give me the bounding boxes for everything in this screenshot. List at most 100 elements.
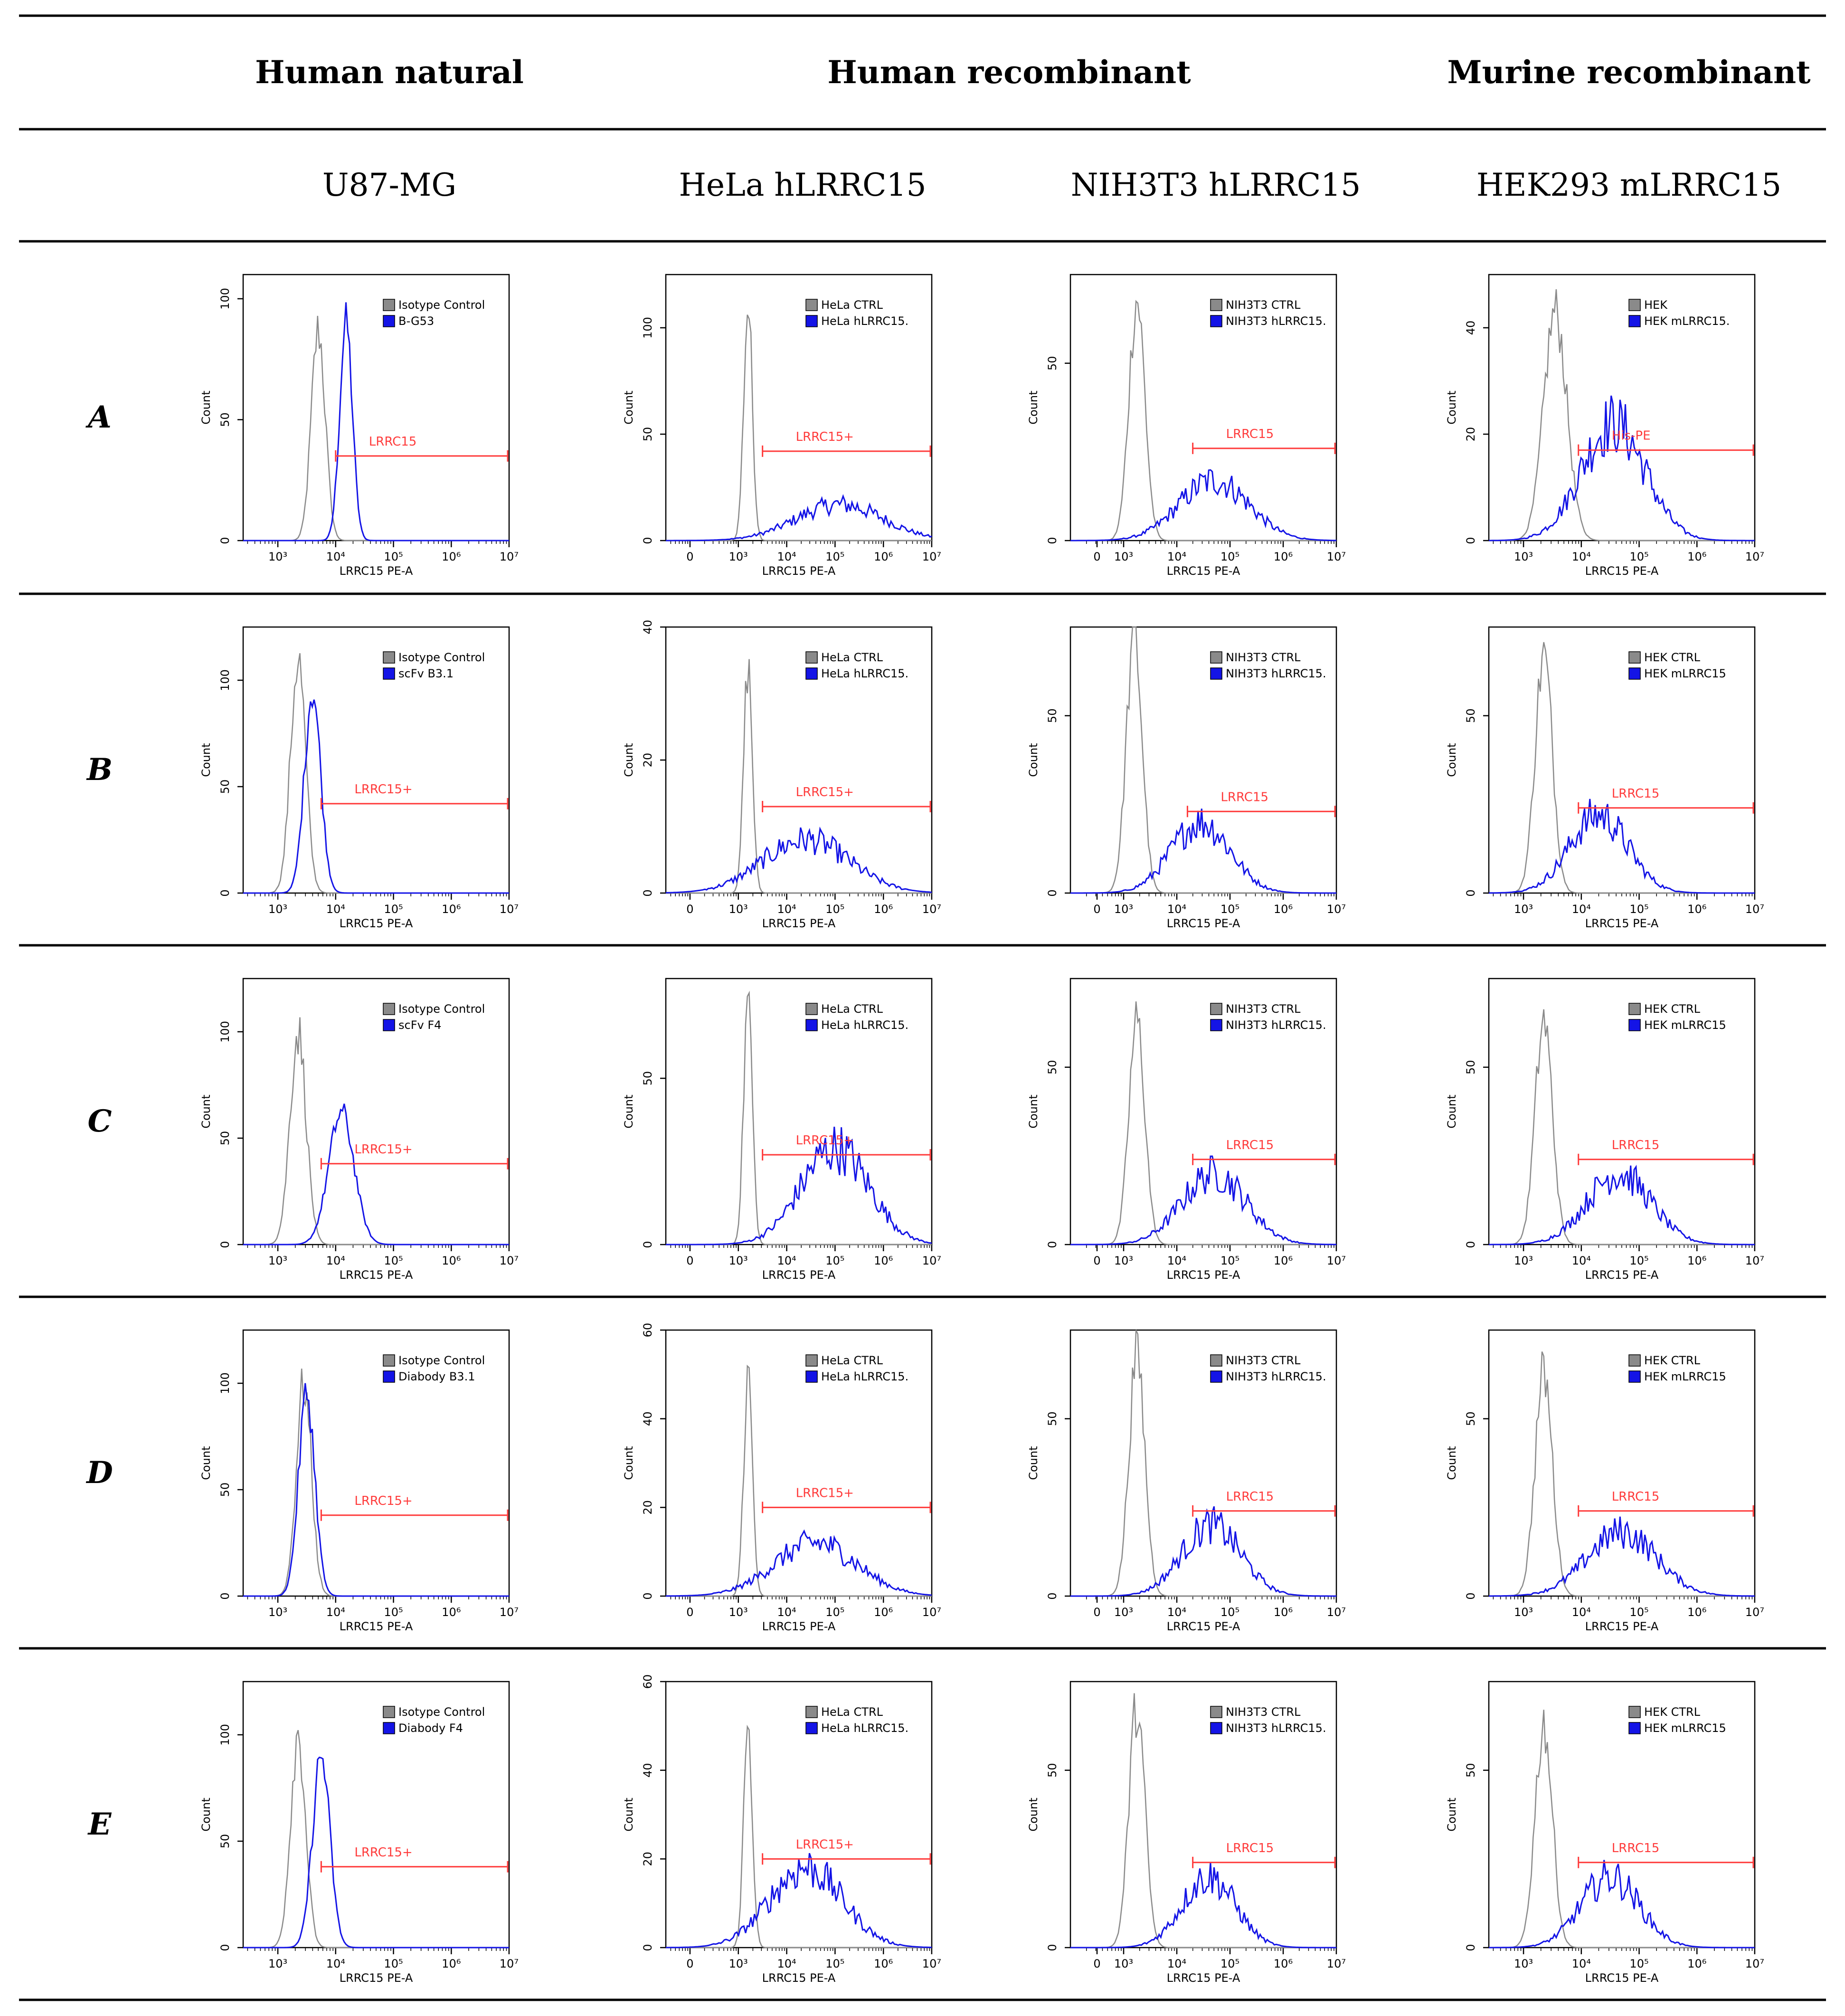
y-tick-label: 50 [218,412,232,427]
y-axis-label: Count [622,390,635,424]
legend-entry: NIH3T3 CTRL [1226,1002,1301,1016]
legend-entry: HEK mLRRC15 [1644,1370,1726,1383]
legend-entry: Isotype Control [398,1002,485,1016]
x-tick-label: 10⁷ [922,1957,941,1970]
y-axis-label: Count [1027,1797,1040,1831]
x-tick-label: 10⁵ [1629,1957,1648,1970]
legend-entry: HEK CTRL [1644,1354,1701,1367]
x-tick-label: 10⁷ [1327,1957,1346,1970]
y-tick-label: 100 [641,317,654,339]
control-histogram [1489,1710,1755,1949]
legend-entry: NIH3T3 hLRRC15. [1226,667,1326,680]
sample-histogram [243,1383,509,1597]
x-axis-label: LRRC15 PE-A [340,1620,413,1633]
control-histogram [243,653,509,894]
x-tick-label: 10⁶ [1687,1606,1706,1619]
x-tick-label: 10⁷ [1327,550,1346,563]
histogram-panel-E-3: 0 50 Count 0 10³ 10⁴ 10⁵ 10⁶ 10⁷ LRRC15 PE-A LRRC1… [1027,1681,1346,1985]
plot-frame [242,1681,510,1949]
legend-swatch [1210,315,1222,327]
histogram-panel-B-2: 0 20 40 Count 0 10³ 10⁴ 10⁵ 10⁶ 10⁷ LRRC15 PE-A LRR… [622,620,941,930]
legend-entry: NIH3T3 CTRL [1226,651,1301,664]
x-tick-label: 10⁵ [825,550,844,563]
legend-entry: Isotype Control [398,298,485,312]
x-tick-label: 10⁴ [1167,903,1186,916]
x-tick-label: 10⁶ [1274,1606,1293,1619]
x-tick-label: 10⁶ [1687,903,1706,916]
x-tick-label: 10⁴ [777,1606,796,1619]
y-tick-label: 0 [1464,889,1477,896]
sample-histogram [1488,799,1755,894]
group-header-human-recombinant: Human recombinant [827,54,1191,91]
legend-swatch [805,1354,818,1367]
x-tick-label: 10⁶ [442,1254,461,1267]
legend-swatch [1628,667,1641,680]
x-tick-label: 10⁴ [1167,550,1186,563]
y-axis-label: Count [199,1094,213,1128]
x-tick-label: 10⁴ [777,903,796,916]
legend-swatch [1628,1003,1641,1015]
sample-histogram [666,1853,932,1949]
legend-entry: NIH3T3 hLRRC15. [1226,1721,1326,1735]
legend-entry: HEK CTRL [1644,651,1701,664]
x-tick-label: 10⁷ [1745,1254,1764,1267]
x-tick-label: 10⁷ [922,1606,941,1619]
y-axis-label: Count [1445,1797,1458,1831]
x-tick-label: 10⁶ [442,903,461,916]
x-tick-label: 10⁵ [825,1254,844,1267]
row-label-D: D [85,1455,113,1491]
legend-swatch [805,315,818,327]
y-tick-label: 50 [218,1131,232,1146]
legend-entry: HeLa CTRL [821,651,883,664]
legend-swatch [805,1003,818,1015]
x-tick-label: 10³ [1114,1606,1133,1619]
legend-entry: NIH3T3 CTRL [1226,1705,1301,1719]
y-tick-label: 100 [218,1724,232,1746]
legend-swatch [1210,651,1222,664]
x-tick-label: 10³ [268,1957,287,1970]
x-tick-label: 10⁷ [1327,903,1346,916]
legend-swatch [1210,1706,1222,1718]
legend-swatch [383,1722,395,1734]
control-histogram [666,659,932,894]
legend-swatch [1210,1722,1222,1734]
y-tick-label: 40 [641,1763,654,1778]
legend-swatch [383,1370,395,1383]
y-tick-label: 50 [1046,356,1059,371]
legend-swatch [1628,1370,1641,1383]
legend-swatch [1628,1019,1641,1031]
legend-swatch [805,299,818,311]
x-tick-label: 0 [1093,903,1100,916]
gate-label: LRRC15 [1221,790,1268,804]
y-tick-label: 0 [1464,1241,1477,1248]
x-tick-label: 10⁵ [1221,1254,1239,1267]
y-axis-label: Count [199,390,213,424]
sample-histogram [243,1756,509,1949]
x-tick-label: 10⁶ [442,550,461,563]
x-tick-label: 10³ [1114,903,1133,916]
histogram-panel-A-1: 0 50 100 Count 10³ 10⁴ 10⁵ 10⁶ 10⁷ LRRC15 PE-A LRR… [199,274,519,578]
y-tick-label: 50 [1464,708,1477,723]
x-tick-label: 10⁷ [500,903,519,916]
y-axis-label: Count [622,1797,635,1831]
y-tick-label: 50 [218,780,232,794]
x-tick-label: 10⁴ [1167,1606,1186,1619]
y-tick-label: 0 [641,1944,654,1951]
x-tick-label: 10⁴ [1572,550,1591,563]
y-tick-label: 50 [641,1071,654,1086]
legend-swatch [383,667,395,680]
y-tick-label: 0 [641,889,654,896]
group-header-murine-recombinant: Murine recombinant [1447,54,1811,91]
y-tick-label: 50 [1464,1060,1477,1075]
y-tick-label: 100 [218,288,232,310]
x-tick-label: 10³ [1514,1957,1533,1970]
x-tick-label: 10⁶ [874,903,893,916]
x-tick-label: 10⁶ [1274,903,1293,916]
panel-rows: A B C D E 0 50 100 Count 10³ 10⁴ 10⁵ 10⁶ 10⁷ LRRC15 PE… [19,274,1826,2001]
x-tick-label: 10⁵ [384,1606,403,1619]
y-tick-label: 100 [218,669,232,691]
x-tick-label: 10⁶ [1274,550,1293,563]
x-axis-label: LRRC15 PE-A [1167,917,1240,930]
x-axis-label: LRRC15 PE-A [1167,1268,1240,1282]
